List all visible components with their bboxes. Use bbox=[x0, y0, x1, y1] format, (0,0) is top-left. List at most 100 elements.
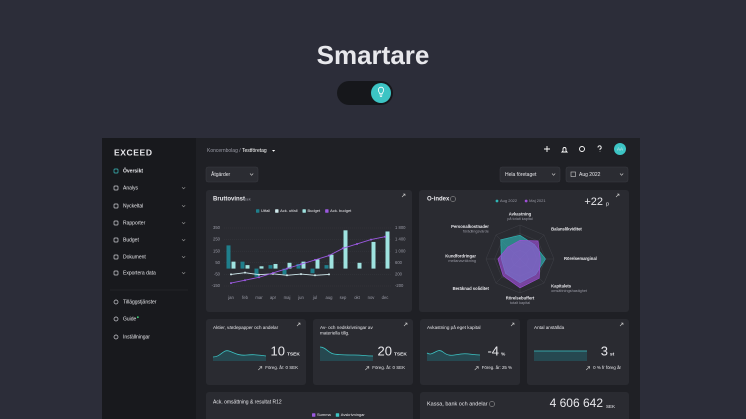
trend-arrow bbox=[585, 366, 590, 371]
bar bbox=[268, 265, 273, 269]
line-point bbox=[314, 274, 316, 277]
menu-item[interactable]: Inställningar bbox=[123, 334, 150, 340]
expand-icon[interactable] bbox=[510, 322, 515, 327]
menu-item[interactable]: Tilläggstjänster bbox=[123, 299, 157, 305]
menu-icon bbox=[113, 168, 119, 174]
cash-unit: SEK bbox=[606, 404, 615, 409]
actions-label: Åtgärder bbox=[211, 171, 231, 178]
card-title: Ack. omsättning & resultat R12 bbox=[213, 399, 282, 405]
radar-axis-detail: totalt kapital bbox=[510, 301, 530, 305]
menu-icon bbox=[113, 203, 119, 209]
scope-select[interactable] bbox=[499, 166, 561, 183]
kpi-title: Aktier, värdepapper och andelar bbox=[213, 325, 279, 330]
x-tick-label: okt bbox=[354, 295, 360, 300]
menu-item[interactable]: Exportera data bbox=[123, 270, 156, 276]
line-point bbox=[258, 276, 260, 279]
expand-icon[interactable] bbox=[619, 322, 624, 327]
add-icon[interactable] bbox=[544, 146, 550, 152]
bar bbox=[324, 265, 329, 269]
period-select[interactable] bbox=[565, 166, 629, 183]
breadcrumb-current[interactable]: Testföretag bbox=[242, 148, 267, 154]
bar bbox=[357, 262, 362, 269]
kpi-title-line: Av- och nedskrivningar av bbox=[320, 325, 374, 330]
menu-item[interactable]: Översikt bbox=[123, 167, 143, 174]
x-tick-label: jun bbox=[297, 295, 304, 300]
menu-icon bbox=[113, 185, 119, 191]
trend-arrow bbox=[474, 366, 479, 371]
info-icon[interactable] bbox=[489, 401, 495, 407]
bar bbox=[259, 266, 264, 269]
kpi-previous: 0 % fr föreg år bbox=[593, 365, 621, 370]
x-tick-label: sep bbox=[340, 295, 347, 300]
info-icon[interactable] bbox=[450, 196, 456, 202]
y-tick-label: -150 bbox=[212, 283, 221, 288]
breadcrumb-caret bbox=[272, 150, 276, 152]
actions-button[interactable] bbox=[205, 166, 259, 183]
expand-icon[interactable] bbox=[401, 193, 406, 198]
status-dot bbox=[136, 316, 139, 319]
bar bbox=[226, 245, 231, 269]
sparkline-area bbox=[320, 347, 373, 361]
chevron bbox=[181, 271, 186, 275]
settings-icon[interactable] bbox=[579, 146, 585, 152]
radar-axis-label: Beräknad soliditet bbox=[453, 286, 490, 291]
bar bbox=[273, 263, 278, 269]
expand-icon[interactable] bbox=[615, 193, 620, 198]
line-point bbox=[244, 271, 246, 274]
kpi-title: Antal anställda bbox=[534, 325, 565, 330]
legend-swatch bbox=[495, 199, 499, 203]
kpi-card bbox=[527, 319, 629, 385]
menu-item[interactable]: Guide bbox=[123, 316, 137, 322]
avatar[interactable] bbox=[614, 143, 626, 155]
legend-swatch bbox=[275, 209, 279, 213]
trend-arrow bbox=[365, 366, 370, 371]
line-point bbox=[342, 247, 344, 250]
radar-axis-label: Balanslikviditet bbox=[551, 226, 582, 231]
y2-tick-label: 1 800 bbox=[395, 225, 406, 230]
y2-tick-label: 1 000 bbox=[395, 248, 406, 253]
menu-icon bbox=[113, 270, 119, 276]
y-tick-label: -50 bbox=[214, 272, 221, 277]
toggle[interactable] bbox=[337, 81, 393, 105]
menu-item[interactable]: Analys bbox=[123, 185, 139, 191]
cash-card bbox=[420, 392, 629, 419]
revenue-card bbox=[206, 392, 413, 419]
trend-arrow bbox=[258, 366, 263, 371]
bell-icon[interactable] bbox=[560, 147, 569, 153]
menu-item[interactable]: Nyckeltal bbox=[123, 203, 143, 209]
x-tick-label: dec bbox=[382, 295, 389, 300]
line-point bbox=[230, 273, 232, 276]
y-tick-label: 250 bbox=[213, 237, 221, 242]
menu-item[interactable]: Rapporter bbox=[123, 220, 146, 226]
kpi-value: 20 bbox=[378, 343, 392, 358]
legend-swatch bbox=[325, 209, 329, 213]
sparkline bbox=[212, 350, 267, 358]
chevron bbox=[249, 173, 254, 176]
toggle-knob[interactable] bbox=[371, 83, 391, 103]
chevron bbox=[619, 173, 624, 176]
kpi-unit: TSEK bbox=[287, 351, 300, 357]
radar-area bbox=[497, 239, 541, 289]
expand-icon[interactable] bbox=[403, 322, 408, 327]
avatar-initials: AA bbox=[617, 146, 623, 151]
chevron bbox=[181, 204, 186, 208]
expand-icon[interactable] bbox=[296, 322, 301, 327]
legend-label: Summa bbox=[317, 412, 332, 417]
radar-axis-label: Kapitalets bbox=[551, 283, 572, 288]
sparkline bbox=[426, 350, 481, 356]
menu-icon bbox=[113, 299, 119, 305]
legend-swatch bbox=[524, 199, 528, 203]
help-icon[interactable] bbox=[597, 145, 602, 152]
bar bbox=[310, 268, 315, 274]
chevron bbox=[551, 173, 556, 176]
legend-label: Avskrivningar bbox=[341, 412, 366, 417]
breadcrumb-parent[interactable]: Koncernbolag bbox=[207, 148, 238, 154]
radar-axis-label: Personalkostnader bbox=[451, 224, 489, 229]
scope-label: Hela företaget bbox=[505, 172, 537, 178]
bar bbox=[385, 231, 390, 269]
menu-item[interactable]: Budget bbox=[123, 237, 139, 243]
menu-item[interactable]: Dokument bbox=[123, 254, 146, 260]
bar bbox=[329, 254, 334, 269]
kpi-previous: Föreg. år: 0 SEK bbox=[265, 365, 298, 370]
menu-icon bbox=[113, 254, 119, 260]
